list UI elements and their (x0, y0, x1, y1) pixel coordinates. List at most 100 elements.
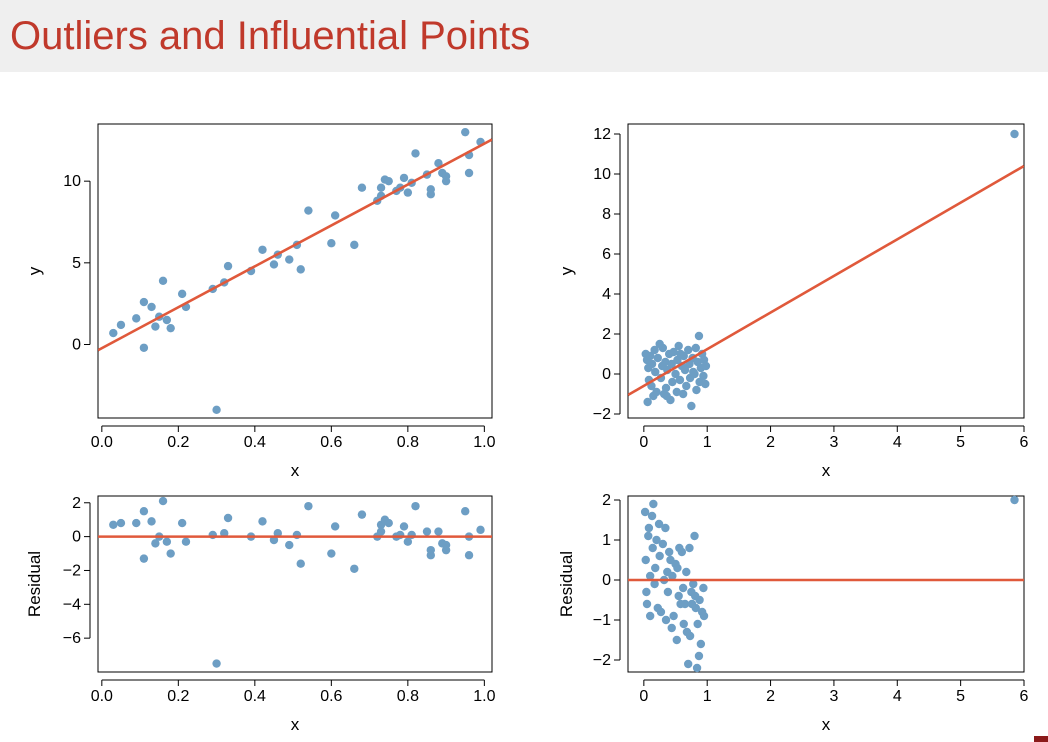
data-point (177, 518, 187, 528)
data-point (327, 239, 336, 248)
x-axis-label: x (822, 461, 831, 480)
data-point (330, 211, 340, 220)
data-point (651, 367, 660, 377)
x-tick-label: 0.6 (320, 434, 342, 451)
y-tick-label: −6 (63, 630, 81, 647)
data-point (677, 547, 687, 557)
data-point (692, 385, 701, 395)
data-point (661, 357, 670, 367)
data-point (441, 172, 451, 181)
x-tick-label: 1.0 (473, 688, 495, 705)
data-point (683, 659, 693, 669)
plot-frame (627, 123, 1025, 419)
data-point (644, 531, 653, 541)
data-point (652, 387, 661, 397)
data-point (151, 539, 160, 548)
corner-mark (1034, 736, 1048, 742)
y-tick-label: 10 (63, 173, 81, 190)
data-point (701, 361, 711, 371)
y-tick-label: 2 (72, 495, 81, 512)
data-point (181, 537, 191, 546)
data-point (258, 517, 267, 526)
data-point (212, 405, 221, 415)
data-point (327, 549, 336, 558)
x-tick-label: 0.4 (244, 434, 266, 451)
data-point (116, 518, 126, 528)
data-point (376, 183, 386, 192)
data-point (695, 595, 704, 605)
x-axis-label: x (291, 461, 300, 480)
x-tick-label: 6 (1020, 688, 1029, 705)
data-point (162, 537, 172, 546)
data-point (304, 501, 313, 511)
data-point (696, 639, 706, 649)
data-point (441, 540, 451, 550)
data-point (411, 501, 420, 511)
x-tick-label: 0.2 (167, 434, 189, 451)
data-point (664, 547, 674, 557)
data-point (296, 559, 305, 568)
data-point (678, 389, 688, 399)
x-tick-label: 5 (956, 688, 965, 705)
data-point (658, 539, 668, 549)
data-point (680, 599, 690, 609)
data-point (411, 149, 420, 158)
data-point (177, 289, 187, 299)
data-point (109, 328, 118, 338)
data-point (653, 353, 662, 363)
data-point (692, 663, 702, 673)
data-point (357, 510, 367, 519)
y-axis-label: y (557, 266, 576, 275)
y-tick-label: 12 (593, 126, 611, 143)
data-point (258, 245, 267, 254)
data-point (296, 265, 305, 274)
data-point (399, 173, 409, 183)
x-tick-label: 0 (639, 434, 648, 451)
data-point (671, 369, 680, 379)
data-point (350, 564, 359, 573)
data-point (269, 260, 279, 269)
data-point (158, 276, 168, 285)
fit-line (98, 138, 492, 352)
data-point (675, 375, 685, 385)
data-point (691, 343, 700, 353)
data-point (655, 551, 664, 561)
data-point (109, 520, 118, 529)
y-tick-label: 6 (602, 246, 611, 263)
data-point (648, 543, 657, 553)
data-point (434, 159, 443, 168)
data-point (685, 631, 695, 641)
x-tick-label: 3 (829, 688, 838, 705)
data-point (654, 519, 664, 529)
data-point (399, 522, 409, 531)
y-tick-label: 2 (602, 326, 611, 343)
data-point (687, 401, 696, 411)
data-point (672, 635, 681, 645)
data-point (162, 315, 172, 325)
x-tick-label: 0.6 (320, 688, 342, 705)
data-point (669, 611, 678, 621)
data-point (384, 518, 393, 528)
x-tick-label: 1 (703, 688, 712, 705)
data-point (650, 579, 659, 589)
x-tick-label: 0.2 (167, 688, 189, 705)
data-point (673, 563, 682, 573)
data-point (674, 341, 683, 351)
x-axis-label: x (822, 715, 831, 734)
data-point (641, 555, 650, 565)
y-tick-label: 8 (602, 206, 611, 223)
data-point (166, 323, 175, 333)
x-tick-label: 0.0 (91, 688, 113, 705)
residual-plot-bottom-right: 0 1 2 3 4 5 6 x −2 −1 0 1 2 Residual (557, 492, 1029, 734)
data-point (667, 623, 676, 633)
data-point (132, 518, 141, 528)
y-tick-label: 10 (593, 166, 611, 183)
data-point (147, 302, 156, 312)
y-tick-label: −2 (593, 406, 611, 423)
data-point (694, 331, 704, 341)
data-point (699, 371, 708, 381)
data-point (682, 381, 691, 391)
data-point (669, 347, 678, 357)
data-point (132, 314, 141, 323)
x-tick-label: 5 (956, 434, 965, 451)
